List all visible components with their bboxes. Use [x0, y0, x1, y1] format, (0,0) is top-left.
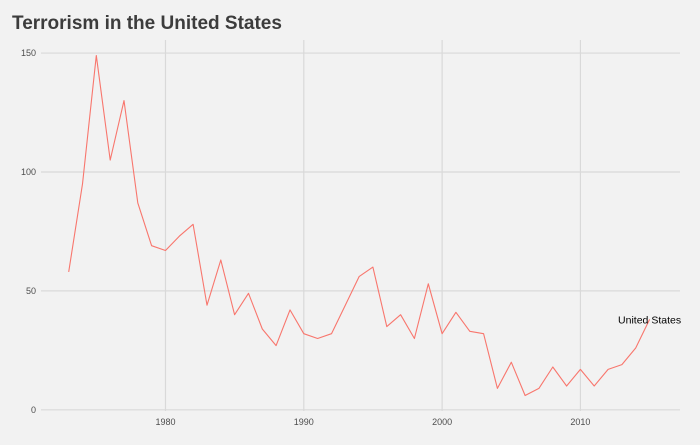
y-tick-label-100: 100 — [21, 167, 36, 177]
x-tick-label-2000: 2000 — [432, 417, 452, 427]
x-tick-label-1980: 1980 — [155, 417, 175, 427]
chart-title: Terrorism in the United States — [12, 13, 282, 34]
x-tick-label-1990: 1990 — [294, 417, 314, 427]
series-line-0 — [68, 54, 651, 397]
series-end-label: United States — [618, 314, 681, 326]
y-tick-label-50: 50 — [26, 286, 36, 296]
x-tick-label-2010: 2010 — [570, 417, 590, 427]
y-tick-label-150: 150 — [21, 48, 36, 58]
y-tick-label-0: 0 — [31, 405, 36, 415]
